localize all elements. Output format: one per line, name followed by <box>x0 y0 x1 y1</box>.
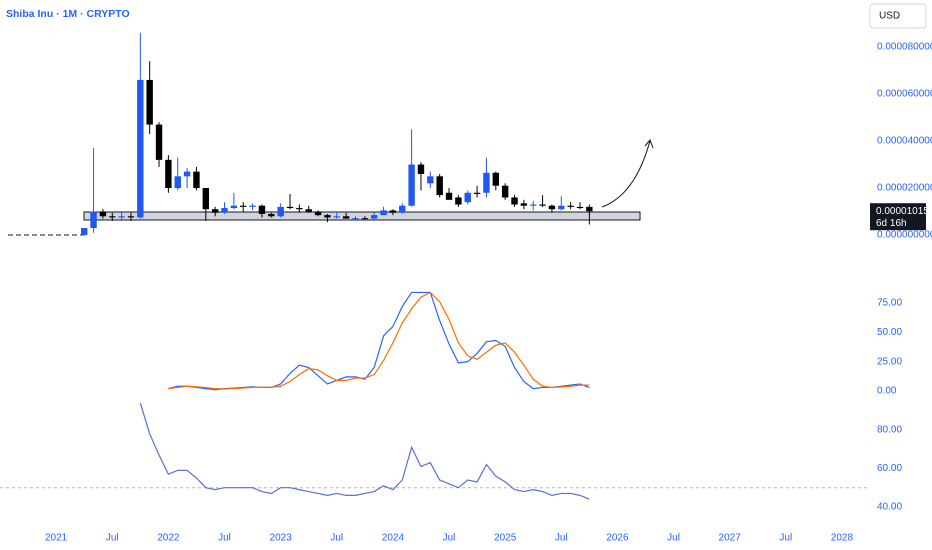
candle-body <box>165 159 172 189</box>
candle-body <box>539 204 546 206</box>
y-tick-label: 60.00 <box>877 463 902 474</box>
x-tick-label: 2025 <box>494 533 517 544</box>
candle-body <box>352 218 359 220</box>
series-line <box>168 291 590 391</box>
candle-body <box>483 172 490 193</box>
countdown-label: 6d 16h <box>876 218 907 229</box>
x-tick-label: Jul <box>330 533 343 544</box>
candle-body <box>445 192 453 200</box>
y-tick-label: 80.00 <box>877 425 902 436</box>
projection-arrow-head <box>644 139 654 149</box>
candle-body <box>567 205 574 207</box>
candle-body <box>333 216 340 218</box>
y-tick-label: 0.000040000 <box>877 136 932 147</box>
candle-body <box>370 215 378 219</box>
candle-body <box>558 205 565 210</box>
x-tick-label: Jul <box>779 533 792 544</box>
candle-body <box>258 205 266 214</box>
candle-body <box>501 185 509 198</box>
y-tick-label: 0.000020000 <box>877 183 932 194</box>
x-tick-label: 2027 <box>719 533 742 544</box>
candle-body <box>408 164 415 206</box>
candle-body <box>249 205 256 207</box>
y-tick-label: 50.00 <box>877 327 902 338</box>
candle-body <box>221 208 228 213</box>
chart-title: Shiba Inu · 1M · CRYPTO <box>6 8 130 20</box>
candle-body <box>530 204 537 206</box>
candle-body <box>324 215 331 218</box>
x-tick-label: Jul <box>443 533 456 544</box>
candle-body <box>389 210 397 213</box>
candle-body <box>193 171 200 189</box>
candle-body <box>436 176 443 196</box>
candle-body <box>277 206 284 217</box>
x-tick-label: Jul <box>555 533 568 544</box>
candle-body <box>80 228 88 236</box>
candle-body <box>137 79 144 218</box>
candle-body <box>473 192 481 194</box>
last-price-label: 0.000010157 <box>876 206 932 217</box>
candle-body <box>109 216 116 218</box>
projection-arrow <box>601 140 651 208</box>
candle-body <box>305 209 312 212</box>
candle-body <box>296 208 303 210</box>
candle-body <box>118 216 125 218</box>
candle-body <box>286 206 294 209</box>
candle-body <box>268 213 275 217</box>
candle-body <box>99 211 107 217</box>
support-zone <box>83 211 641 221</box>
last-price-box <box>870 203 926 231</box>
x-tick-label: 2028 <box>831 533 854 544</box>
currency-label[interactable]: USD <box>879 11 900 22</box>
candle-body <box>342 216 350 219</box>
y-tick-label: 0.000080000 <box>877 42 932 53</box>
candle-body <box>548 205 556 210</box>
x-tick-label: Jul <box>218 533 231 544</box>
candle-body <box>576 206 584 209</box>
candle-body <box>230 205 238 209</box>
currency-button[interactable] <box>869 3 927 29</box>
x-tick-label: Jul <box>106 533 119 544</box>
candle-body <box>314 211 322 216</box>
x-tick-label: 2022 <box>157 533 180 544</box>
candle-body <box>417 164 425 174</box>
candle-body <box>455 197 462 205</box>
plot-area: 2021 Jul 2022 Jul 2023 Jul 2024 Jul 2025 Jul 2026 J… <box>0 32 932 544</box>
candle-body <box>174 176 181 189</box>
candle-body <box>183 171 191 177</box>
y-tick-label: 0.00 <box>877 386 897 397</box>
y-tick-label: 0.000060000 <box>877 89 932 100</box>
candle-body <box>399 205 406 213</box>
candle-body <box>520 203 528 206</box>
x-tick-label: 2024 <box>382 533 405 544</box>
y-tick-label: 0.000000000 <box>877 230 932 241</box>
candle-body <box>511 197 518 205</box>
candle-body <box>464 192 471 203</box>
candle-body <box>427 176 434 184</box>
candle-body <box>240 205 247 207</box>
y-tick-label: 40.00 <box>877 502 902 513</box>
x-tick-label: 2023 <box>270 533 293 544</box>
candle-body <box>202 188 210 210</box>
candle-body <box>586 206 593 212</box>
candle-body <box>211 209 219 213</box>
candle-body <box>90 211 97 229</box>
x-tick-label: 2026 <box>606 533 629 544</box>
series-line <box>168 291 590 390</box>
y-tick-label: 25.00 <box>877 356 902 367</box>
series-line <box>139 402 590 500</box>
candle-body <box>155 124 163 160</box>
candle-body <box>127 216 135 218</box>
candle-body <box>380 210 387 216</box>
candle-body <box>146 79 153 125</box>
candle-body <box>361 218 369 220</box>
y-tick-label: 75.00 <box>877 298 902 309</box>
x-tick-label: Jul <box>667 533 680 544</box>
x-tick-label: 2021 <box>45 533 68 544</box>
candle-body <box>492 172 500 186</box>
